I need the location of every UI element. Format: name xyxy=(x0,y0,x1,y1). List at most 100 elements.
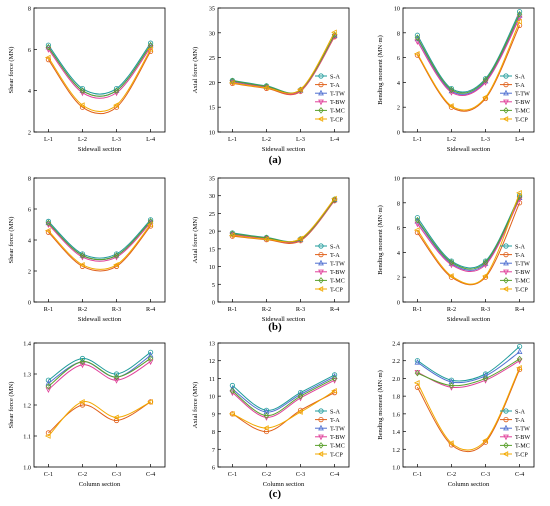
plot-frame xyxy=(402,7,535,133)
data-point-T-MC xyxy=(516,10,523,18)
data-point-T-CP xyxy=(262,425,269,431)
series-line-T-BW xyxy=(416,17,521,96)
legend-marker xyxy=(503,434,509,441)
row-label: (a) xyxy=(269,154,282,166)
legend-entry-label: T-MC xyxy=(515,443,530,450)
x-tick-label: C-2 xyxy=(447,471,456,478)
legend-marker xyxy=(317,286,324,292)
data-point-T-CP xyxy=(44,54,51,61)
y-tick-label: 1.6 xyxy=(392,411,400,418)
series-line-T-TW xyxy=(232,376,335,413)
data-point-T-BW xyxy=(414,221,421,228)
data-point-T-TW xyxy=(45,43,52,50)
legend-marker xyxy=(318,442,324,449)
series-T-A xyxy=(45,223,154,272)
x-tick-label: L-3 xyxy=(112,136,121,143)
y-tick-label: 15 xyxy=(209,246,215,253)
data-point-T-BW xyxy=(79,362,86,369)
series-T-CP xyxy=(228,387,337,431)
x-axis-label: Sidewall section xyxy=(447,146,491,153)
y-tick-label: 25 xyxy=(209,55,215,62)
plot-frame xyxy=(217,7,350,133)
series-T-A xyxy=(414,22,523,112)
legend-entry-label: T-BW xyxy=(515,269,530,276)
legend: S-A T-A T-TWT-BW T-MCT-CP xyxy=(500,73,530,123)
y-tick-label: 1.4 xyxy=(392,429,400,436)
series-line-S-A xyxy=(48,351,151,381)
series-line-T-A xyxy=(416,25,521,112)
data-point-T-MC xyxy=(263,412,270,419)
x-axis-label: Sidewall section xyxy=(262,146,306,153)
y-tick-label: 2.0 xyxy=(392,376,400,383)
legend-marker xyxy=(503,416,509,423)
x-tick-label: R-3 xyxy=(296,306,305,313)
legend-marker xyxy=(317,116,324,122)
x-tick-label: R-2 xyxy=(447,306,456,313)
data-point-T-CP xyxy=(413,51,420,57)
legend-marker xyxy=(503,442,509,449)
x-axis-label: Column section xyxy=(79,481,121,488)
x-tick-label: R-4 xyxy=(330,306,339,313)
y-tick-label: 1.2 xyxy=(392,447,400,454)
legend-marker xyxy=(503,107,509,114)
data-point-T-TW xyxy=(45,379,52,386)
series-T-TW xyxy=(414,194,523,271)
y-tick-label: 8 xyxy=(397,30,400,37)
x-tick-label: C-2 xyxy=(78,471,87,478)
x-tick-label: C-3 xyxy=(296,471,305,478)
y-tick-label: 0 xyxy=(397,300,400,307)
row-label: (c) xyxy=(269,488,282,500)
x-tick-label: L-3 xyxy=(481,136,490,143)
series-line-T-MC xyxy=(417,358,520,387)
data-point-T-CP xyxy=(447,273,454,279)
y-tick-label: 20 xyxy=(209,229,215,236)
legend-entry-label: T-MC xyxy=(330,443,345,450)
x-tick-label: L-2 xyxy=(78,136,87,143)
y-tick-label: 30 xyxy=(209,30,215,37)
legend-entry-label: T-A xyxy=(515,252,525,259)
y-tick-label: 25 xyxy=(209,211,215,218)
data-point-T-BW xyxy=(482,262,489,269)
series-T-CP xyxy=(44,221,153,270)
legend-entry-label: T-A xyxy=(330,82,340,89)
y-tick-label: 6 xyxy=(28,207,31,214)
data-point-T-TW xyxy=(482,372,489,378)
legend-entry-label: T-MC xyxy=(515,108,530,115)
y-tick-label: 2 xyxy=(397,105,400,112)
series-T-TW xyxy=(414,348,523,385)
x-tick-label: R-2 xyxy=(262,306,271,313)
data-point-T-CP xyxy=(447,440,454,446)
x-tick-label: L-4 xyxy=(515,136,524,143)
data-point-T-MC xyxy=(113,373,120,381)
series-line-T-CP xyxy=(232,390,335,429)
legend-entry-label: T-BW xyxy=(515,434,530,441)
series-line-T-CP xyxy=(417,192,521,285)
series-line-T-CP xyxy=(48,401,151,437)
legend-entry-label: T-MC xyxy=(515,278,530,285)
series-line-S-A xyxy=(416,11,521,93)
data-point-T-CP xyxy=(331,195,337,202)
x-axis-label: Sidewall section xyxy=(262,316,306,323)
legend: S-A T-A T-TWT-BW T-MCT-CP xyxy=(500,408,530,458)
data-point-T-MC xyxy=(147,355,154,362)
y-tick-label: 8 xyxy=(397,200,400,207)
data-point-T-MC xyxy=(229,387,236,395)
data-point-T-CP xyxy=(413,227,420,233)
series-T-A xyxy=(45,399,154,436)
data-point-T-CP xyxy=(147,221,153,228)
x-tick-label: C-4 xyxy=(515,471,524,478)
legend-entry-label: S-A xyxy=(330,243,341,250)
data-point-T-CP xyxy=(413,380,420,386)
legend-entry-label: T-A xyxy=(330,417,340,424)
series-line-T-MC xyxy=(416,13,521,94)
series-T-MC xyxy=(414,355,523,389)
legend-entry-label: T-BW xyxy=(330,269,345,276)
chart-panel-2-0: 1.0 1.1 1.2 1.3 1.4 C-1 C-2 C-3 C-4 Column sectio… xyxy=(8,341,166,488)
legend-entry-label: S-A xyxy=(330,73,341,80)
plot-frame xyxy=(217,177,350,303)
data-point-T-CP xyxy=(516,364,522,371)
data-point-T-CP xyxy=(147,399,153,405)
data-point-T-MC xyxy=(482,375,489,382)
data-point-T-CP xyxy=(482,437,488,444)
y-tick-label: 10 xyxy=(394,6,400,13)
